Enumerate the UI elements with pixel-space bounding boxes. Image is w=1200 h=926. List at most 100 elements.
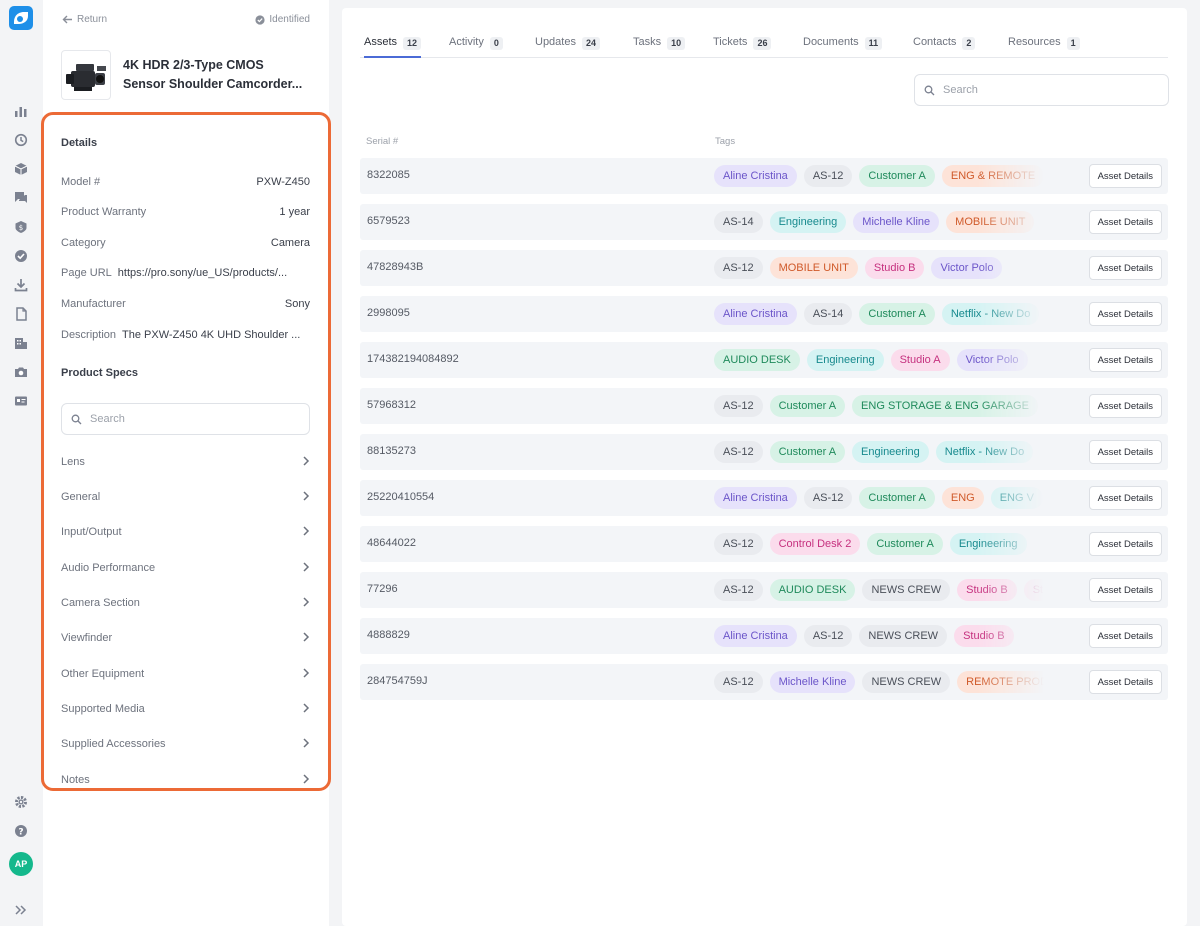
tag-chip: AS-12 bbox=[714, 257, 763, 279]
camera-icon[interactable] bbox=[13, 364, 29, 380]
box-icon[interactable] bbox=[13, 161, 29, 177]
tag-list: AS-12 AUDIO DESK NEWS CREW Studio B Stu bbox=[714, 579, 1044, 601]
tag-chip: AS-12 bbox=[714, 441, 763, 463]
tab-contacts[interactable]: Contacts 2 bbox=[913, 36, 976, 58]
spec-item-label: Camera Section bbox=[61, 597, 140, 609]
detail-row-warranty: Product Warranty 1 year bbox=[61, 204, 310, 220]
main-content: Assets 12 Activity 0 Updates 24 Tasks 10 Tickets… bbox=[342, 8, 1187, 926]
asset-details-button[interactable]: Asset Details bbox=[1088, 486, 1162, 510]
tab-tickets[interactable]: Tickets 26 bbox=[713, 36, 772, 58]
settings-icon[interactable] bbox=[13, 794, 29, 810]
tab-label: Resources bbox=[1008, 36, 1061, 48]
tab-activity[interactable]: Activity 0 bbox=[449, 36, 503, 58]
detail-value: Camera bbox=[270, 237, 310, 249]
tag-chip: Netflix - New Do bbox=[935, 441, 1034, 463]
specs-search-input[interactable] bbox=[90, 413, 290, 425]
asset-details-button[interactable]: Asset Details bbox=[1088, 256, 1162, 280]
tag-chip: Customer A bbox=[769, 395, 846, 417]
spec-item-lens[interactable]: Lens bbox=[61, 452, 310, 472]
tag-chip: AS-12 bbox=[714, 395, 763, 417]
spec-item-camera-section[interactable]: Camera Section bbox=[61, 593, 310, 613]
page-url-link[interactable]: https://pro.sony/ue_US/products/... bbox=[117, 267, 288, 279]
tag-list: AS-12 Customer A ENG STORAGE & ENG GARAGE bbox=[714, 395, 1044, 417]
chevron-right-icon bbox=[302, 667, 310, 681]
serial-number: 77296 bbox=[367, 583, 398, 595]
download-icon[interactable] bbox=[13, 277, 29, 293]
check-circle-icon[interactable] bbox=[13, 248, 29, 264]
tab-count-badge: 12 bbox=[403, 37, 422, 50]
tab-updates[interactable]: Updates 24 bbox=[535, 36, 600, 58]
tag-chip: Aline Cristina bbox=[714, 487, 797, 509]
detail-row-manufacturer: Manufacturer Sony bbox=[61, 296, 310, 312]
tab-count-badge: 26 bbox=[753, 37, 772, 50]
spec-item-supported-media[interactable]: Supported Media bbox=[61, 699, 310, 719]
asset-details-button[interactable]: Asset Details bbox=[1088, 302, 1162, 326]
tag-chip: Customer A bbox=[859, 303, 935, 325]
chevron-right-icon bbox=[302, 773, 310, 787]
chevron-right-icon bbox=[302, 561, 310, 575]
help-icon[interactable]: ? bbox=[13, 823, 29, 839]
tag-chip: AS-12 bbox=[714, 671, 763, 693]
spec-item-input-output[interactable]: Input/Output bbox=[61, 522, 310, 542]
tag-chip: Engineering bbox=[949, 533, 1027, 555]
identified-label: Identified bbox=[269, 14, 310, 25]
tag-chip: Studio A bbox=[890, 349, 950, 371]
document-icon[interactable] bbox=[13, 306, 29, 322]
tab-assets[interactable]: Assets 12 bbox=[364, 36, 422, 58]
asset-details-button[interactable]: Asset Details bbox=[1088, 670, 1162, 694]
tab-tasks[interactable]: Tasks 10 bbox=[633, 36, 686, 58]
asset-details-button[interactable]: Asset Details bbox=[1088, 532, 1162, 556]
tag-chip: AS-12 bbox=[714, 533, 763, 555]
tab-resources[interactable]: Resources 1 bbox=[1008, 36, 1080, 58]
table-row: 6579523 AS-14 Engineering Michelle Kline MOB… bbox=[360, 204, 1168, 240]
spec-item-label: Notes bbox=[61, 774, 90, 786]
id-card-icon[interactable] bbox=[13, 393, 29, 409]
asset-details-button[interactable]: Asset Details bbox=[1088, 394, 1162, 418]
spec-item-general[interactable]: General bbox=[61, 487, 310, 507]
spec-item-notes[interactable]: Notes bbox=[61, 770, 310, 790]
chevron-right-icon bbox=[302, 596, 310, 610]
chevron-right-icon bbox=[302, 525, 310, 539]
specs-search[interactable] bbox=[61, 403, 310, 435]
tag-chip: Aline Cristina bbox=[714, 165, 797, 187]
asset-details-button[interactable]: Asset Details bbox=[1088, 578, 1162, 602]
spec-item-supplied-accessories[interactable]: Supplied Accessories bbox=[61, 734, 310, 754]
tab-label: Tasks bbox=[633, 36, 662, 48]
tag-list: Aline Cristina AS-12 Customer A ENG & REMOT… bbox=[714, 165, 1044, 187]
asset-details-button[interactable]: Asset Details bbox=[1088, 348, 1162, 372]
history-icon[interactable] bbox=[13, 132, 29, 148]
asset-details-button[interactable]: Asset Details bbox=[1088, 210, 1162, 234]
tab-label: Tickets bbox=[713, 36, 748, 48]
asset-details-button[interactable]: Asset Details bbox=[1088, 624, 1162, 648]
user-avatar[interactable]: AP bbox=[9, 852, 33, 876]
tab-documents[interactable]: Documents 11 bbox=[803, 36, 883, 58]
tag-chip: Engineering bbox=[806, 349, 884, 371]
tag-chip: MOBILE UNIT bbox=[769, 257, 858, 279]
table-row: 88135273 AS-12 Customer A Engineering Netfli… bbox=[360, 434, 1168, 470]
tag-list: AS-14 Engineering Michelle Kline MOBILE UNI… bbox=[714, 211, 1044, 233]
tag-chip: Stu bbox=[1023, 579, 1044, 601]
app-logo-icon[interactable] bbox=[9, 6, 33, 30]
tag-chip: Customer A bbox=[859, 165, 935, 187]
spec-item-label: Viewfinder bbox=[61, 632, 113, 644]
assets-search[interactable] bbox=[914, 74, 1169, 106]
tag-chip: AUDIO DESK bbox=[769, 579, 856, 601]
asset-details-button[interactable]: Asset Details bbox=[1088, 440, 1162, 464]
building-icon[interactable] bbox=[13, 335, 29, 351]
dollar-icon[interactable]: $ bbox=[13, 219, 29, 235]
tab-count-badge: 24 bbox=[581, 37, 600, 50]
analytics-icon[interactable] bbox=[13, 103, 29, 119]
tag-chip: Victor Polo bbox=[931, 257, 1003, 279]
spec-item-audio-performance[interactable]: Audio Performance bbox=[61, 558, 310, 578]
tag-chip: Michelle Kline bbox=[853, 211, 940, 233]
spec-item-label: General bbox=[61, 491, 101, 503]
return-link[interactable]: Return bbox=[62, 14, 107, 25]
spec-item-viewfinder[interactable]: Viewfinder bbox=[61, 628, 310, 648]
table-row: 77296 AS-12 AUDIO DESK NEWS CREW Studio B Stu… bbox=[360, 572, 1168, 608]
chat-icon[interactable] bbox=[13, 190, 29, 206]
expand-sidebar-icon[interactable] bbox=[13, 902, 29, 918]
tag-chip: AS-12 bbox=[803, 487, 853, 509]
spec-item-other-equipment[interactable]: Other Equipment bbox=[61, 664, 310, 684]
asset-details-button[interactable]: Asset Details bbox=[1088, 164, 1162, 188]
assets-search-input[interactable] bbox=[943, 84, 1143, 96]
